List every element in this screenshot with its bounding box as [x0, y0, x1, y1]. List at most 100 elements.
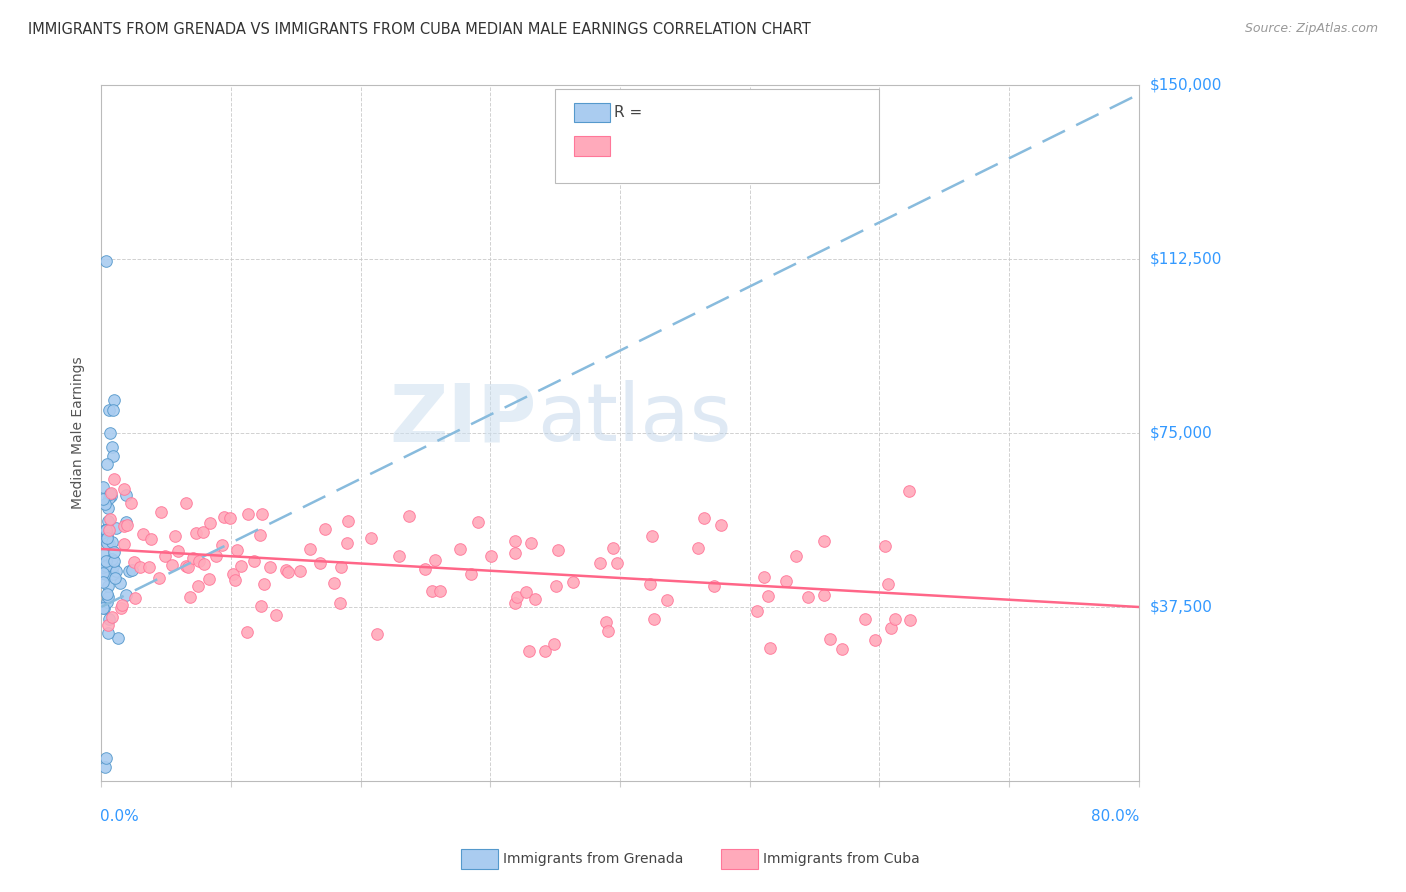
- Point: [97, 514, 120, 528]
- Point: [191, 525, 214, 540]
- Point: [96, 528, 118, 542]
- Point: [413, 562, 436, 576]
- Point: [243, 554, 266, 568]
- Point: [91, 566, 114, 580]
- Text: $75,000: $75,000: [1150, 425, 1212, 441]
- Text: 58: 58: [773, 105, 797, 120]
- Point: [754, 570, 776, 584]
- Point: [91, 575, 114, 590]
- Point: [129, 560, 152, 574]
- Text: atlas: atlas: [537, 380, 731, 458]
- Point: [602, 541, 624, 556]
- Point: [236, 507, 259, 521]
- Point: [115, 517, 138, 532]
- Point: [177, 559, 200, 574]
- Point: [184, 526, 207, 541]
- Point: [115, 589, 138, 603]
- Point: [360, 531, 382, 545]
- Point: [107, 631, 129, 645]
- Point: [460, 566, 482, 581]
- Point: [298, 541, 321, 556]
- Point: [101, 551, 124, 566]
- Point: [98, 425, 121, 440]
- Point: [703, 579, 725, 593]
- Point: [100, 486, 122, 500]
- Point: [224, 574, 246, 588]
- Point: [831, 642, 853, 657]
- Point: [97, 524, 120, 538]
- Point: [112, 537, 135, 551]
- Point: [91, 600, 114, 615]
- Point: [520, 536, 543, 550]
- Point: [898, 483, 921, 498]
- Point: [94, 559, 117, 574]
- Point: [212, 509, 235, 524]
- Point: [388, 549, 411, 563]
- Point: [193, 557, 215, 571]
- Point: [94, 760, 117, 774]
- Point: [93, 547, 115, 561]
- Point: [100, 489, 122, 503]
- Point: [449, 542, 471, 557]
- Point: [657, 592, 679, 607]
- Point: [638, 577, 661, 591]
- Point: [96, 751, 118, 765]
- Point: [96, 535, 118, 549]
- Point: [124, 555, 146, 569]
- Point: [98, 491, 121, 506]
- Point: [94, 497, 117, 511]
- Point: [756, 589, 779, 603]
- Point: [97, 579, 120, 593]
- Point: [98, 402, 121, 417]
- Point: [101, 449, 124, 463]
- Point: [94, 554, 117, 568]
- Point: [398, 508, 420, 523]
- Point: [873, 539, 896, 553]
- Point: [162, 558, 184, 572]
- Point: [534, 644, 557, 658]
- Point: [544, 579, 567, 593]
- Point: [314, 523, 336, 537]
- Point: [101, 566, 124, 581]
- Point: [91, 560, 114, 574]
- Point: [132, 526, 155, 541]
- Point: [524, 591, 547, 606]
- Point: [785, 549, 807, 564]
- Point: [108, 576, 131, 591]
- Point: [97, 590, 120, 604]
- Point: [329, 596, 352, 610]
- Point: [198, 516, 221, 531]
- Point: [97, 625, 120, 640]
- Point: [174, 495, 197, 509]
- Point: [863, 632, 886, 647]
- Point: [322, 576, 344, 591]
- Text: $112,500: $112,500: [1150, 252, 1222, 267]
- Point: [503, 546, 526, 560]
- Point: [93, 567, 115, 582]
- Point: [598, 624, 620, 638]
- Point: [93, 524, 115, 538]
- Point: [688, 541, 710, 555]
- Point: [103, 472, 125, 486]
- Point: [759, 641, 782, 656]
- Point: [595, 615, 617, 629]
- Point: [104, 520, 127, 534]
- Point: [101, 402, 124, 417]
- Point: [515, 585, 537, 599]
- Point: [231, 559, 253, 574]
- Point: [277, 565, 299, 579]
- Point: [266, 608, 288, 623]
- Point: [91, 480, 114, 494]
- Point: [100, 440, 122, 454]
- Point: [93, 524, 115, 538]
- Point: [97, 501, 120, 516]
- Text: R =: R =: [614, 139, 648, 153]
- Point: [818, 632, 841, 646]
- Point: [150, 505, 173, 519]
- Point: [114, 515, 136, 529]
- Text: $37,500: $37,500: [1150, 599, 1213, 615]
- Point: [547, 542, 569, 557]
- Point: [139, 532, 162, 546]
- Point: [104, 571, 127, 585]
- Point: [98, 512, 121, 526]
